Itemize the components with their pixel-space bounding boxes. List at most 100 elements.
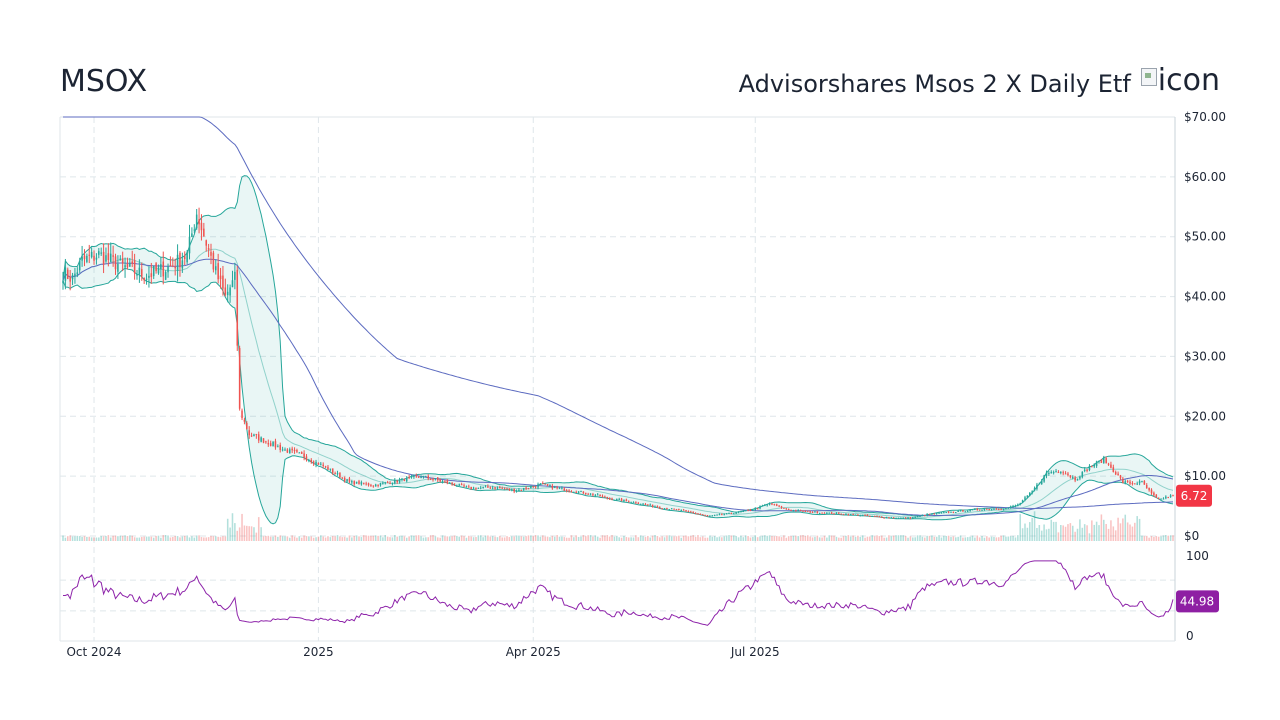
volume-bar	[551, 535, 554, 541]
candle-up	[515, 491, 518, 493]
candle-down	[367, 483, 370, 486]
candle-down	[601, 495, 604, 497]
candle-up	[957, 510, 959, 512]
volume-bar	[291, 535, 293, 541]
candle-up	[553, 486, 556, 488]
volume-bar	[954, 537, 957, 541]
candle-down	[651, 504, 654, 507]
candle-down	[365, 483, 367, 485]
candle-down	[236, 269, 239, 346]
volume-bar	[1040, 530, 1043, 541]
candle-up	[931, 513, 933, 515]
volume-bar	[608, 536, 611, 541]
candle-down	[112, 255, 114, 257]
volume-bar	[558, 536, 561, 541]
volume-bar	[479, 535, 482, 541]
volume-bar	[747, 536, 749, 541]
candle-down	[952, 511, 955, 513]
time-tick-label: 2025	[303, 645, 334, 659]
candle-down	[1074, 477, 1076, 481]
candle-up	[124, 265, 126, 268]
candle-up	[401, 478, 403, 480]
candle-down	[534, 486, 537, 488]
candle-down	[976, 508, 979, 510]
volume-bar	[976, 535, 979, 541]
last-price-label: 6.72	[1181, 489, 1208, 503]
volume-bar	[988, 537, 990, 541]
volume-bar	[348, 535, 351, 541]
volume-bar	[386, 536, 389, 541]
candle-down	[121, 258, 124, 264]
volume-bar	[203, 537, 205, 541]
candle-down	[1167, 497, 1170, 499]
candle-up	[711, 515, 714, 517]
candle-up	[950, 511, 952, 513]
candle-down	[1100, 459, 1103, 463]
volume-bar	[1083, 524, 1086, 541]
candle-up	[580, 491, 582, 493]
candle-down	[678, 509, 680, 511]
candle-up	[391, 483, 394, 485]
candle-down	[1157, 497, 1160, 500]
volume-bar	[312, 537, 315, 541]
candle-down	[475, 488, 477, 490]
volume-bar	[606, 535, 609, 541]
volume-bar	[838, 537, 840, 541]
candle-down	[408, 476, 410, 478]
candle-up	[109, 253, 112, 262]
volume-bar	[131, 535, 134, 541]
candle-down	[446, 480, 449, 484]
candle-up	[890, 517, 893, 519]
candle-down	[487, 486, 489, 488]
candle-up	[954, 512, 957, 514]
volume-bars	[62, 511, 1174, 541]
volume-bar	[921, 536, 924, 541]
volume-bar	[494, 536, 496, 541]
volume-bar	[814, 536, 816, 541]
volume-bar	[792, 535, 795, 541]
volume-bar	[537, 535, 539, 541]
candle-down	[468, 486, 470, 488]
candle-up	[792, 510, 795, 512]
volume-bar	[253, 527, 255, 541]
candle-down	[685, 510, 687, 512]
bollinger-fill	[63, 175, 1173, 524]
candle-up	[64, 267, 67, 281]
candle-down	[1069, 475, 1072, 478]
volume-bar	[561, 536, 563, 541]
candle-down	[506, 488, 508, 490]
volume-bar	[365, 535, 367, 541]
candle-down	[997, 508, 1000, 510]
candle-up	[105, 255, 107, 262]
candle-up	[484, 486, 487, 488]
candle-up	[288, 449, 291, 454]
volume-bar	[339, 536, 341, 541]
candle-up	[298, 452, 301, 454]
volume-bar	[935, 536, 938, 541]
candle-up	[632, 501, 635, 503]
candle-down	[1143, 481, 1146, 485]
volume-bar	[1100, 514, 1103, 541]
volume-bar	[943, 535, 945, 541]
candle-up	[482, 486, 484, 488]
volume-bar	[446, 536, 449, 541]
candle-down	[625, 499, 628, 502]
broken-logo-icon: icon	[1140, 66, 1220, 96]
volume-bar	[957, 536, 959, 541]
candle-up	[623, 499, 625, 502]
candle-down	[265, 441, 267, 443]
candle-up	[465, 486, 468, 488]
candle-down	[503, 488, 506, 490]
candle-up	[764, 505, 766, 507]
volume-bar	[1141, 535, 1143, 541]
volume-bar	[109, 537, 112, 541]
candle-up	[226, 291, 229, 296]
volume-bar	[150, 536, 153, 541]
candle-down	[241, 410, 243, 419]
volume-bar	[88, 536, 91, 541]
candle-up	[561, 487, 563, 489]
volume-bar	[611, 535, 613, 541]
candle-up	[214, 266, 217, 271]
volume-bar	[873, 536, 876, 541]
